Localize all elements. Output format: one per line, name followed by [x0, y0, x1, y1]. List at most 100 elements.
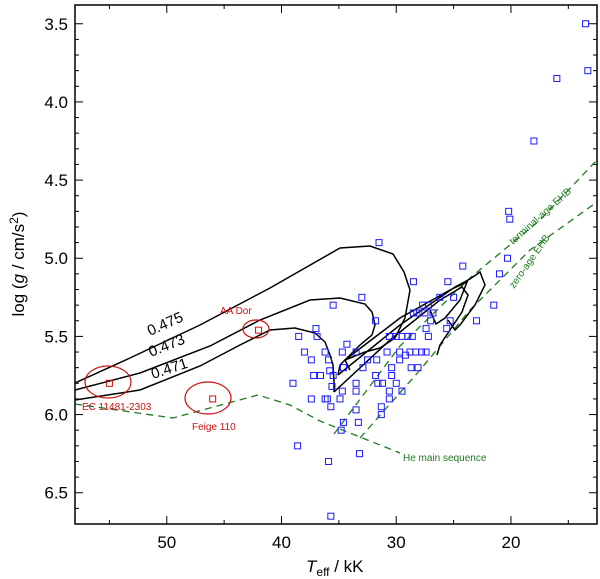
star-point: [504, 254, 512, 262]
star-point: [374, 379, 382, 387]
star-point: [317, 371, 325, 379]
x-tick-labels: 50 40 30 20: [157, 533, 520, 552]
star-point: [424, 301, 432, 309]
star-point: [444, 278, 452, 286]
star-point: [325, 356, 333, 364]
star-point: [392, 332, 400, 340]
y-tick-label: 3.5: [44, 15, 68, 34]
y-axis-label-sup: 2: [7, 217, 21, 224]
star-point: [307, 356, 315, 364]
highlighted-star-point: [105, 379, 113, 387]
star-point: [385, 332, 393, 340]
star-point: [404, 332, 412, 340]
star-point: [553, 74, 561, 82]
star-point: [385, 387, 393, 395]
star-point: [310, 371, 318, 379]
star-point: [392, 379, 400, 387]
star-point: [343, 340, 351, 348]
track-loops: [333, 270, 486, 393]
x-tick-label: 50: [157, 533, 176, 552]
star-point: [424, 332, 432, 340]
he-main-sequence-label: He main sequence: [403, 453, 487, 464]
plot-frame: [74, 4, 598, 525]
star-point: [385, 395, 393, 403]
star-point: [359, 364, 367, 372]
star-point: [327, 403, 335, 411]
star-point: [450, 293, 458, 301]
star-point: [375, 239, 383, 247]
y-axis-label-var: g: [9, 273, 28, 283]
star-point: [372, 317, 380, 325]
star-point: [336, 395, 344, 403]
zero-age-ehb-line: [359, 201, 597, 439]
star-point: [327, 512, 335, 520]
y-tick-label: 5.5: [44, 327, 68, 346]
y-tick-label: 4.0: [44, 93, 68, 112]
star-point: [408, 332, 416, 340]
star-point: [328, 382, 336, 390]
x-axis-label: Teff / kK: [306, 557, 364, 579]
plot-background: [75, 5, 597, 524]
star-point: [436, 293, 444, 301]
star-point: [582, 20, 590, 28]
star-point: [377, 411, 385, 419]
he-main-sequence-line: [75, 394, 401, 454]
star-point: [506, 215, 514, 223]
track-0475: [75, 245, 411, 384]
star-point: [388, 364, 396, 372]
star-point: [356, 450, 364, 458]
star-point: [338, 387, 346, 395]
x-axis-label-rest: / kK: [330, 557, 365, 576]
star-point: [421, 309, 429, 317]
ec-11481-circle: [84, 365, 132, 399]
y-axis-label-post: ): [9, 212, 28, 218]
star-point: [383, 348, 391, 356]
star-point: [352, 379, 360, 387]
star-point: [338, 348, 346, 356]
star-point: [414, 364, 422, 372]
star-point: [289, 379, 297, 387]
x-axis-label-base: T: [306, 557, 318, 576]
y-axis-label-pre: log (: [9, 283, 28, 316]
star-point: [505, 207, 513, 215]
star-point: [530, 137, 538, 145]
star-point: [354, 418, 362, 426]
star-point: [352, 348, 360, 356]
star-point: [312, 325, 320, 333]
feige-110-label: Feige 110: [192, 422, 236, 433]
x-tick-label: 20: [501, 533, 520, 552]
star-point: [584, 67, 592, 75]
star-point: [429, 309, 437, 317]
star-point: [325, 457, 333, 465]
aa-dor-circle: [242, 319, 270, 339]
star-point: [329, 301, 337, 309]
star-point: [372, 371, 380, 379]
star-point: [427, 317, 435, 325]
star-point: [443, 325, 451, 333]
star-point: [401, 351, 409, 359]
star-point: [364, 356, 372, 364]
star-point: [422, 348, 430, 356]
star-point: [398, 387, 406, 395]
y-tick-label: 6.5: [44, 484, 68, 503]
y-tick-label: 4.5: [44, 171, 68, 190]
star-point: [329, 371, 337, 379]
y-axis-label-mid: / cm/s: [9, 224, 28, 274]
star-point: [409, 278, 417, 286]
star-point: [339, 418, 347, 426]
y-axis-label: log (g / cm/s2): [7, 212, 28, 317]
highlighted-star-point: [255, 326, 263, 334]
star-point: [339, 364, 347, 372]
star-point: [373, 356, 381, 364]
star-markers: [105, 20, 592, 520]
star-point: [396, 356, 404, 364]
star-point: [300, 348, 308, 356]
star-point: [337, 426, 345, 434]
x-axis-label-sub: eff: [316, 565, 330, 579]
x-tick-label: 40: [272, 533, 291, 552]
star-point: [321, 348, 329, 356]
feige-110-circle: [184, 381, 232, 415]
star-point: [446, 317, 454, 325]
x-tick-label: 30: [387, 533, 406, 552]
